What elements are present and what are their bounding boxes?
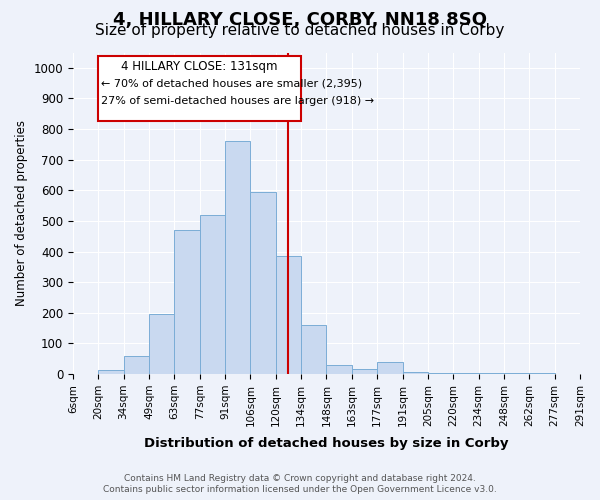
Bar (124, 356, 149, 374)
Bar (428, 372, 453, 374)
Bar (276, 256, 301, 374)
Bar (149, 314, 175, 374)
Bar (175, 230, 200, 374)
Bar (529, 373, 554, 374)
Text: 27% of semi-detached houses are larger (918) →: 27% of semi-detached houses are larger (… (101, 96, 374, 106)
Text: ← 70% of detached houses are smaller (2,395): ← 70% of detached houses are smaller (2,… (101, 78, 362, 88)
Text: 4 HILLARY CLOSE: 131sqm: 4 HILLARY CLOSE: 131sqm (121, 60, 278, 73)
Text: Contains HM Land Registry data © Crown copyright and database right 2024.
Contai: Contains HM Land Registry data © Crown c… (103, 474, 497, 494)
Bar (504, 373, 529, 374)
Bar (453, 372, 479, 374)
Bar (403, 372, 428, 374)
Bar (98, 56, 301, 122)
Bar (250, 192, 276, 374)
Bar (98, 370, 124, 374)
Text: Size of property relative to detached houses in Corby: Size of property relative to detached ho… (95, 24, 505, 38)
Bar (377, 362, 403, 374)
Bar (301, 325, 326, 374)
Bar (225, 142, 250, 374)
X-axis label: Distribution of detached houses by size in Corby: Distribution of detached houses by size … (144, 437, 509, 450)
Bar (200, 215, 225, 374)
Text: 4, HILLARY CLOSE, CORBY, NN18 8SQ: 4, HILLARY CLOSE, CORBY, NN18 8SQ (113, 12, 487, 30)
Bar (326, 365, 352, 374)
Bar (352, 368, 377, 374)
Bar (479, 373, 504, 374)
Y-axis label: Number of detached properties: Number of detached properties (15, 120, 28, 306)
